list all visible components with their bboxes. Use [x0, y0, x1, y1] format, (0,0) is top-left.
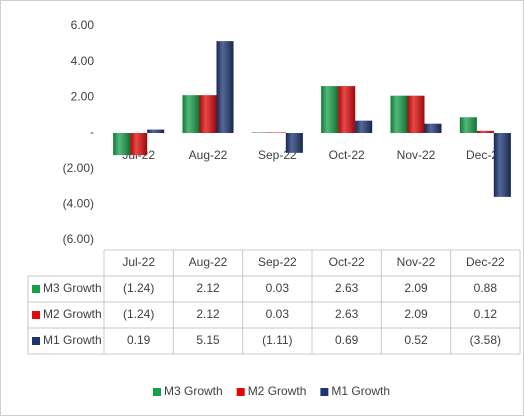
table-legend-key: [32, 311, 40, 319]
y-tick-label: (4.00): [63, 197, 94, 211]
bar-shade: [199, 95, 217, 133]
table-header: Aug-22: [189, 255, 228, 269]
bar-shade: [493, 133, 511, 197]
legend-key: [236, 388, 245, 396]
table-header: Jul-22: [122, 255, 155, 269]
x-tick-label: Oct-22: [329, 148, 365, 162]
table-header: Nov-22: [397, 255, 436, 269]
legend-label: M3 Growth: [164, 384, 223, 398]
table-cell: 0.69: [335, 333, 359, 347]
bar-shade: [147, 129, 165, 133]
table-cell: 0.88: [474, 281, 498, 295]
table-header: Sep-22: [258, 255, 297, 269]
table-series-name: M3 Growth: [43, 281, 102, 295]
bar-shade: [338, 86, 356, 133]
bar-shade: [476, 130, 494, 133]
table-cell: 0.52: [404, 333, 428, 347]
bar-shade: [251, 132, 269, 133]
table-cell: 0.12: [474, 307, 498, 321]
bar-shade: [355, 120, 373, 133]
y-tick-label: (6.00): [63, 232, 94, 246]
table-cell: (1.11): [262, 333, 292, 347]
bar-shade: [113, 133, 131, 156]
x-tick-label: Nov-22: [397, 148, 436, 162]
bar-shade: [268, 132, 286, 133]
table-cell: 2.12: [196, 307, 220, 321]
table-legend-key: [32, 337, 40, 345]
table-cell: 0.03: [266, 307, 290, 321]
bar-shade: [182, 95, 200, 133]
y-tick-label: 6.00: [71, 18, 95, 32]
table-header: Oct-22: [329, 255, 365, 269]
table-cell: 0.03: [266, 281, 290, 295]
y-tick-label: 4.00: [71, 54, 95, 68]
x-tick-label: Aug-22: [189, 148, 228, 162]
table-cell: 0.19: [127, 333, 151, 347]
legend-label: M2 Growth: [248, 384, 307, 398]
table-cell: 2.09: [404, 307, 428, 321]
bar-shade: [459, 117, 477, 133]
bar-shade: [407, 95, 425, 133]
table-cell: 2.63: [335, 307, 359, 321]
table-header: Dec-22: [466, 255, 505, 269]
legend-label: M1 Growth: [331, 384, 390, 398]
bar-shade: [424, 123, 442, 133]
bar-shade: [216, 41, 234, 133]
table-cell: (1.24): [123, 281, 154, 295]
y-tick-label: -: [90, 125, 94, 139]
y-tick-label: (2.00): [63, 161, 94, 175]
y-tick-label: 2.00: [71, 90, 95, 104]
table-cell: (1.24): [123, 307, 154, 321]
table-series-name: M1 Growth: [43, 333, 102, 347]
table-cell: 2.12: [196, 281, 220, 295]
table-series-name: M2 Growth: [43, 307, 102, 321]
bar-shade: [390, 95, 408, 133]
bar-shade: [130, 133, 148, 156]
table-cell: 2.63: [335, 281, 359, 295]
legend-key: [153, 388, 161, 396]
table-cell: 5.15: [196, 333, 220, 347]
legend-key: [320, 388, 329, 396]
bar-shade: [321, 86, 339, 133]
table-cell: 2.09: [404, 281, 428, 295]
table-legend-key: [32, 285, 40, 293]
bar-shade: [285, 133, 303, 153]
table-cell: (3.58): [470, 333, 501, 347]
